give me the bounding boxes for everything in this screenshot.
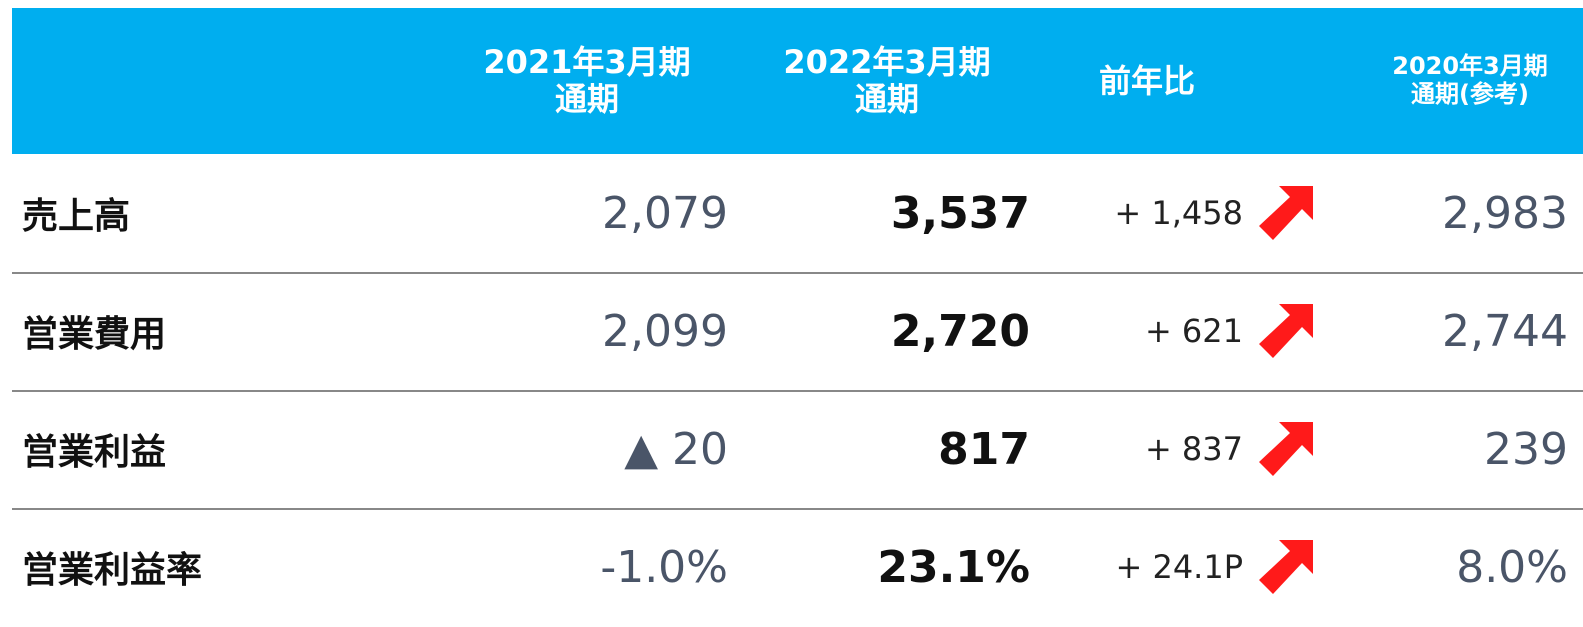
header-cell: 2020年3月期 通期(参考) — [1357, 8, 1583, 154]
prev-cell: 2,079 — [602, 187, 728, 239]
table-row: 営業費用 2,099 2,720 + 621 2,744 — [12, 272, 1583, 392]
header-line: 2022年3月期 — [783, 43, 991, 82]
up-arrow-icon — [1259, 186, 1313, 240]
header-cell: 2022年3月期 通期 — [767, 8, 1007, 154]
curr-cell: 817 — [938, 423, 1030, 475]
prev-cell: -1.0% — [600, 541, 728, 593]
arrow-shape — [1259, 304, 1313, 358]
label-cell: 営業利益率 — [22, 550, 203, 591]
ref-cell: 8.0% — [1456, 541, 1568, 593]
label-cell: 営業費用 — [22, 314, 167, 355]
diff-cell: + 621 — [1144, 312, 1243, 350]
diff-cell: + 837 — [1144, 430, 1243, 468]
ref-cell: 2,744 — [1442, 305, 1568, 357]
curr-cell: 3,537 — [890, 187, 1030, 239]
up-arrow-icon — [1259, 422, 1313, 476]
header-cell: 2021年3月期 通期 — [467, 8, 707, 154]
header-cell: 前年比 — [1057, 8, 1237, 154]
table-row: 営業利益 ▲ 20 817 + 837 239 — [12, 390, 1583, 510]
table: 2021年3月期 通期 2022年3月期 通期 前年比 2020年3月期 通期(参考) 売上… — [12, 8, 1583, 627]
curr-cell: 2,720 — [890, 305, 1030, 357]
header-line: 2020年3月期 — [1392, 52, 1548, 81]
arrow-shape — [1259, 540, 1313, 594]
table-header: 2021年3月期 通期 2022年3月期 通期 前年比 2020年3月期 通期(参考) — [12, 8, 1583, 154]
header-line: 通期 — [854, 80, 919, 118]
diff-cell: + 24.1P — [1115, 548, 1243, 586]
arrow-shape — [1259, 422, 1313, 476]
table-row: 売上高 2,079 3,537 + 1,458 2,983 — [12, 154, 1583, 274]
curr-cell: 23.1% — [877, 541, 1030, 593]
up-arrow-icon — [1259, 540, 1313, 594]
header-line: 通期 — [554, 80, 619, 118]
label-cell: 売上高 — [22, 196, 131, 237]
table-row: 営業利益率 -1.0% 23.1% + 24.1P 8.0% — [12, 508, 1583, 626]
diff-cell: + 1,458 — [1114, 194, 1243, 232]
ref-cell: 2,983 — [1442, 187, 1568, 239]
header-line: 前年比 — [1098, 61, 1195, 100]
up-arrow-icon — [1259, 304, 1313, 358]
prev-cell: ▲ 20 — [624, 423, 728, 475]
ref-cell: 239 — [1484, 423, 1568, 475]
header-line: 通期(参考) — [1411, 80, 1529, 108]
prev-cell: 2,099 — [602, 305, 728, 357]
label-cell: 営業利益 — [22, 432, 167, 473]
header-line: 2021年3月期 — [483, 43, 691, 82]
arrow-shape — [1259, 186, 1313, 240]
